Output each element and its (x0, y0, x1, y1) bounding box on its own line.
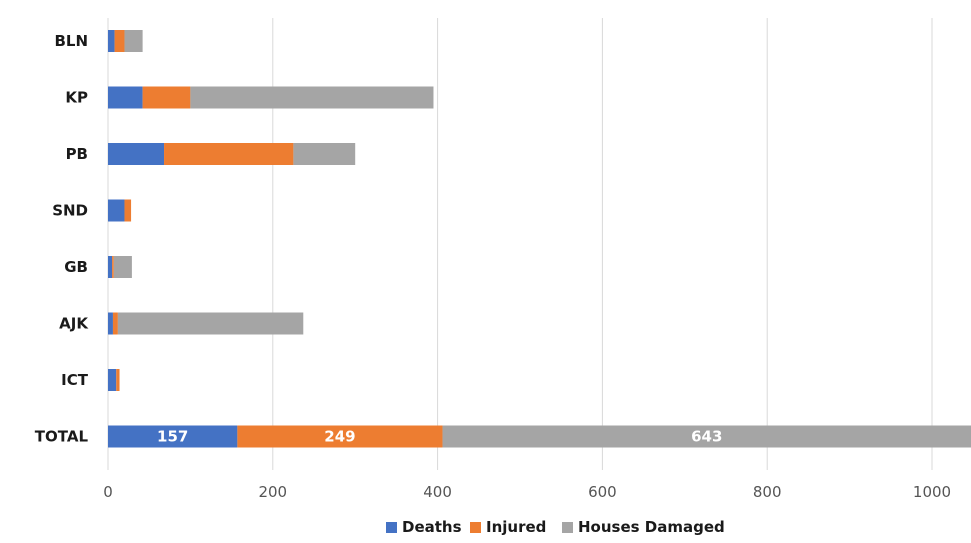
bar-deaths-bln (108, 30, 115, 52)
bar-injured-snd (124, 199, 132, 222)
category-label: SND (52, 202, 88, 220)
legend-label: Houses Damaged (578, 518, 725, 536)
bar-injured-bln (114, 30, 125, 52)
category-label: PB (66, 145, 88, 163)
x-tick-label: 0 (103, 483, 113, 501)
legend-item-houses-damaged: Houses Damaged (562, 518, 725, 536)
bar-houses-damaged-pb (293, 143, 356, 165)
bar-injured-pb (164, 143, 294, 165)
bar-deaths-total (108, 425, 238, 448)
x-tick-label: 400 (423, 483, 452, 501)
data-label: 249 (324, 428, 355, 446)
gridlines (107, 18, 933, 470)
legend-swatch (562, 522, 573, 533)
bar-deaths-pb (108, 143, 165, 165)
bar-deaths-kp (108, 86, 143, 109)
legend: Deaths Injured Houses Damaged (386, 518, 725, 536)
bar-injured-gb (112, 256, 114, 278)
x-tick-label: 800 (753, 483, 782, 501)
category-labels: BLN KP PB SND GB AJK ICT TOTAL (35, 32, 90, 446)
bar-deaths-ict (108, 369, 117, 391)
data-label: 157 (157, 428, 188, 446)
bar-houses-damaged-ajk (117, 312, 304, 335)
bar-houses-damaged-bln (124, 30, 143, 52)
legend-swatch (470, 522, 481, 533)
bars (108, 30, 971, 448)
legend-item-deaths: Deaths (386, 518, 462, 536)
bar-deaths-snd (108, 199, 125, 222)
data-labels: 157 249 643 (157, 428, 722, 446)
category-label: GB (64, 258, 88, 276)
bar-injured-kp (142, 86, 191, 109)
legend-swatch (386, 522, 397, 533)
bar-deaths-ajk (108, 312, 113, 335)
category-label: BLN (54, 32, 88, 50)
x-tick-labels: 0 200 400 600 800 1000 (103, 483, 951, 501)
legend-label: Injured (486, 518, 546, 536)
legend-label: Deaths (402, 518, 462, 536)
bar-houses-damaged-total (442, 425, 971, 448)
bar-injured-ict (116, 369, 120, 391)
x-tick-label: 1000 (913, 483, 951, 501)
category-label: KP (65, 89, 88, 107)
category-label: TOTAL (35, 428, 89, 446)
category-label: ICT (61, 371, 89, 389)
bar-houses-damaged-kp (190, 86, 434, 109)
category-label: AJK (59, 315, 89, 333)
x-tick-label: 200 (258, 483, 287, 501)
bar-deaths-gb (108, 256, 113, 278)
data-label: 643 (691, 428, 722, 446)
bar-houses-damaged-gb (113, 256, 132, 278)
legend-item-injured: Injured (470, 518, 546, 536)
x-tick-label: 600 (588, 483, 617, 501)
bar-injured-ajk (112, 312, 118, 335)
bar-injured-total (237, 425, 443, 448)
